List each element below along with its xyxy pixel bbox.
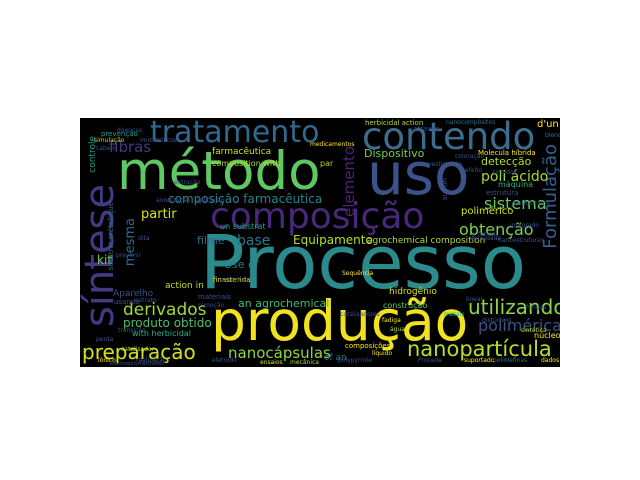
word-fungos: fungos bbox=[526, 305, 546, 311]
word-estrutura: estrutura bbox=[486, 190, 518, 197]
word-sintetica: sintética bbox=[521, 328, 547, 334]
word-filme: filme bbox=[197, 235, 224, 246]
word-dispositivo: Dispositivo bbox=[364, 148, 424, 159]
word-elemento: elemento bbox=[342, 146, 357, 217]
word-cabelo: cabelo bbox=[96, 146, 116, 152]
word-materiais: materiais bbox=[198, 294, 231, 301]
word-coloracao: coloração bbox=[455, 154, 484, 160]
word-eletrodo: eletrodo bbox=[212, 358, 237, 364]
word-deteccao: detecção bbox=[481, 156, 531, 167]
word-efeito: efeito bbox=[465, 168, 482, 174]
word-linear: linear bbox=[466, 297, 483, 303]
word-anodizacao: anodização bbox=[156, 198, 190, 204]
word-maquina: máquina bbox=[498, 181, 533, 189]
word-farmaceutica: farmacêutica bbox=[212, 148, 271, 157]
word-composicao-farmaceutica: composição farmacêutica bbox=[168, 193, 322, 205]
word-carboidratos: carboidratos bbox=[512, 201, 550, 207]
word-agrochemical-composition: agrochemical composition bbox=[367, 237, 485, 246]
word-extrato: extrato bbox=[135, 298, 157, 304]
word-hidrogenio: hidrogênio bbox=[389, 288, 437, 297]
word-cinetica: cinética bbox=[222, 278, 245, 284]
word-polimerico: polimérico bbox=[461, 207, 513, 217]
word-metais: metais bbox=[444, 312, 464, 318]
word-agua: água bbox=[390, 327, 405, 333]
word-extracao: extração bbox=[174, 180, 200, 186]
word-dun: d'un bbox=[537, 120, 559, 130]
word-par: par bbox=[320, 160, 333, 168]
word-sequencia: Sequência bbox=[342, 271, 373, 277]
word-cloud: Processo produção método uso contendo co… bbox=[80, 118, 560, 367]
word-remocao: remoção bbox=[198, 303, 224, 309]
word-disturbios: distúrbios bbox=[482, 318, 512, 324]
word-transicao: transição bbox=[118, 328, 146, 334]
word-aplicacao: aplicação bbox=[196, 198, 224, 204]
word-revestimento: revestimento bbox=[422, 162, 462, 168]
word-dados: dados bbox=[541, 358, 559, 364]
word-composicoes: composições bbox=[345, 343, 390, 350]
word-medicamentos: medicamentos bbox=[310, 142, 354, 148]
word-simulacao: simulação bbox=[94, 138, 124, 144]
word-catalisadores: catalisadores bbox=[340, 312, 380, 318]
word-blendas: blendas bbox=[545, 133, 560, 139]
word-imidazolicos: imidazólicos bbox=[140, 138, 177, 144]
word-procede: Procede bbox=[418, 358, 442, 364]
word-tingidos: tingidos bbox=[493, 170, 517, 176]
word-molecula-hibrida: Molecula híbrida bbox=[478, 150, 536, 157]
word-action-in: action in bbox=[165, 282, 204, 291]
word-catalisador: catalisador bbox=[121, 347, 154, 353]
word-nanoestruturas: nanoestruturas bbox=[498, 238, 544, 244]
word-polypyrrole: polypyrrole bbox=[338, 358, 372, 364]
word-an-agrochemical: an agrochemical bbox=[238, 298, 329, 309]
word-fadiga: fadiga bbox=[382, 318, 401, 324]
word-equipamento: Equipamento bbox=[293, 234, 373, 246]
word-ensaios: ensaios bbox=[260, 360, 283, 366]
word-eletropolymerization: electropolymerization bbox=[110, 362, 165, 367]
word-integrado: integrado bbox=[510, 223, 539, 229]
word-liquido: líquido bbox=[372, 351, 392, 357]
word-dita: dita bbox=[138, 236, 150, 242]
word-partir: partir bbox=[141, 208, 177, 221]
word-use-of: Use of bbox=[224, 259, 259, 270]
word-prevenir: prevenir bbox=[116, 253, 141, 259]
word-mecanica: mecânica bbox=[290, 360, 319, 366]
word-construcao: construção bbox=[383, 302, 427, 310]
word-sur-un: sur un bbox=[442, 178, 449, 200]
word-un-substrat: un substrat bbox=[220, 223, 266, 231]
word-perda: perda bbox=[96, 337, 113, 343]
word-composition-with: composition with bbox=[212, 160, 280, 168]
word-nanocompositos: nanocompósitos bbox=[446, 120, 495, 126]
word-suportado: suportado bbox=[464, 358, 494, 364]
word-base: base bbox=[237, 234, 270, 248]
word-poliolefinas: poliolefinas bbox=[493, 358, 527, 364]
word-atraves: através bbox=[413, 126, 439, 133]
word-forma: forma bbox=[478, 232, 496, 238]
word-doencas: doenças bbox=[117, 128, 142, 134]
word-substrat-metallique: substrat métallique bbox=[108, 202, 115, 270]
